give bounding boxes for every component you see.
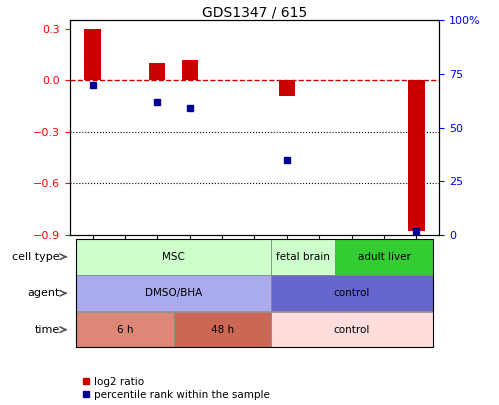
Bar xyxy=(270,275,433,311)
Text: fetal brain: fetal brain xyxy=(276,252,330,262)
Text: cell type: cell type xyxy=(12,252,60,262)
Text: control: control xyxy=(333,288,370,298)
Bar xyxy=(84,29,101,80)
Bar xyxy=(149,63,165,80)
Text: 6 h: 6 h xyxy=(117,325,133,335)
Bar xyxy=(182,60,198,80)
Text: adult liver: adult liver xyxy=(358,252,411,262)
Text: time: time xyxy=(34,325,60,335)
Bar xyxy=(270,239,335,275)
Bar xyxy=(335,239,433,275)
Title: GDS1347 / 615: GDS1347 / 615 xyxy=(202,5,307,19)
Text: agent: agent xyxy=(27,288,60,298)
Text: DMSO/BHA: DMSO/BHA xyxy=(145,288,202,298)
Text: MSC: MSC xyxy=(162,252,185,262)
Bar xyxy=(270,312,433,347)
Bar xyxy=(76,239,270,275)
Text: 48 h: 48 h xyxy=(211,325,234,335)
Bar xyxy=(76,239,433,347)
Legend: log2 ratio, percentile rank within the sample: log2 ratio, percentile rank within the s… xyxy=(81,377,270,400)
Bar xyxy=(76,275,270,311)
Bar xyxy=(174,312,270,347)
Bar xyxy=(279,80,295,96)
Bar xyxy=(408,80,425,232)
Text: control: control xyxy=(333,325,370,335)
Bar xyxy=(76,312,174,347)
